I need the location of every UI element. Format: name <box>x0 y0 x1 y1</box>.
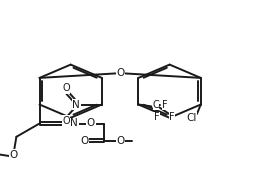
Text: O: O <box>116 68 124 78</box>
Text: Cl: Cl <box>187 113 197 123</box>
Text: F: F <box>154 112 160 122</box>
Text: N: N <box>72 100 80 109</box>
Text: O: O <box>62 116 70 126</box>
Text: O: O <box>116 136 125 146</box>
Text: O: O <box>80 136 89 146</box>
Text: O: O <box>87 119 95 128</box>
Text: F: F <box>162 100 167 109</box>
Text: F: F <box>169 112 175 122</box>
Text: O: O <box>62 83 70 93</box>
Text: C: C <box>153 100 159 109</box>
Text: O: O <box>10 150 18 160</box>
Text: N: N <box>70 119 78 128</box>
